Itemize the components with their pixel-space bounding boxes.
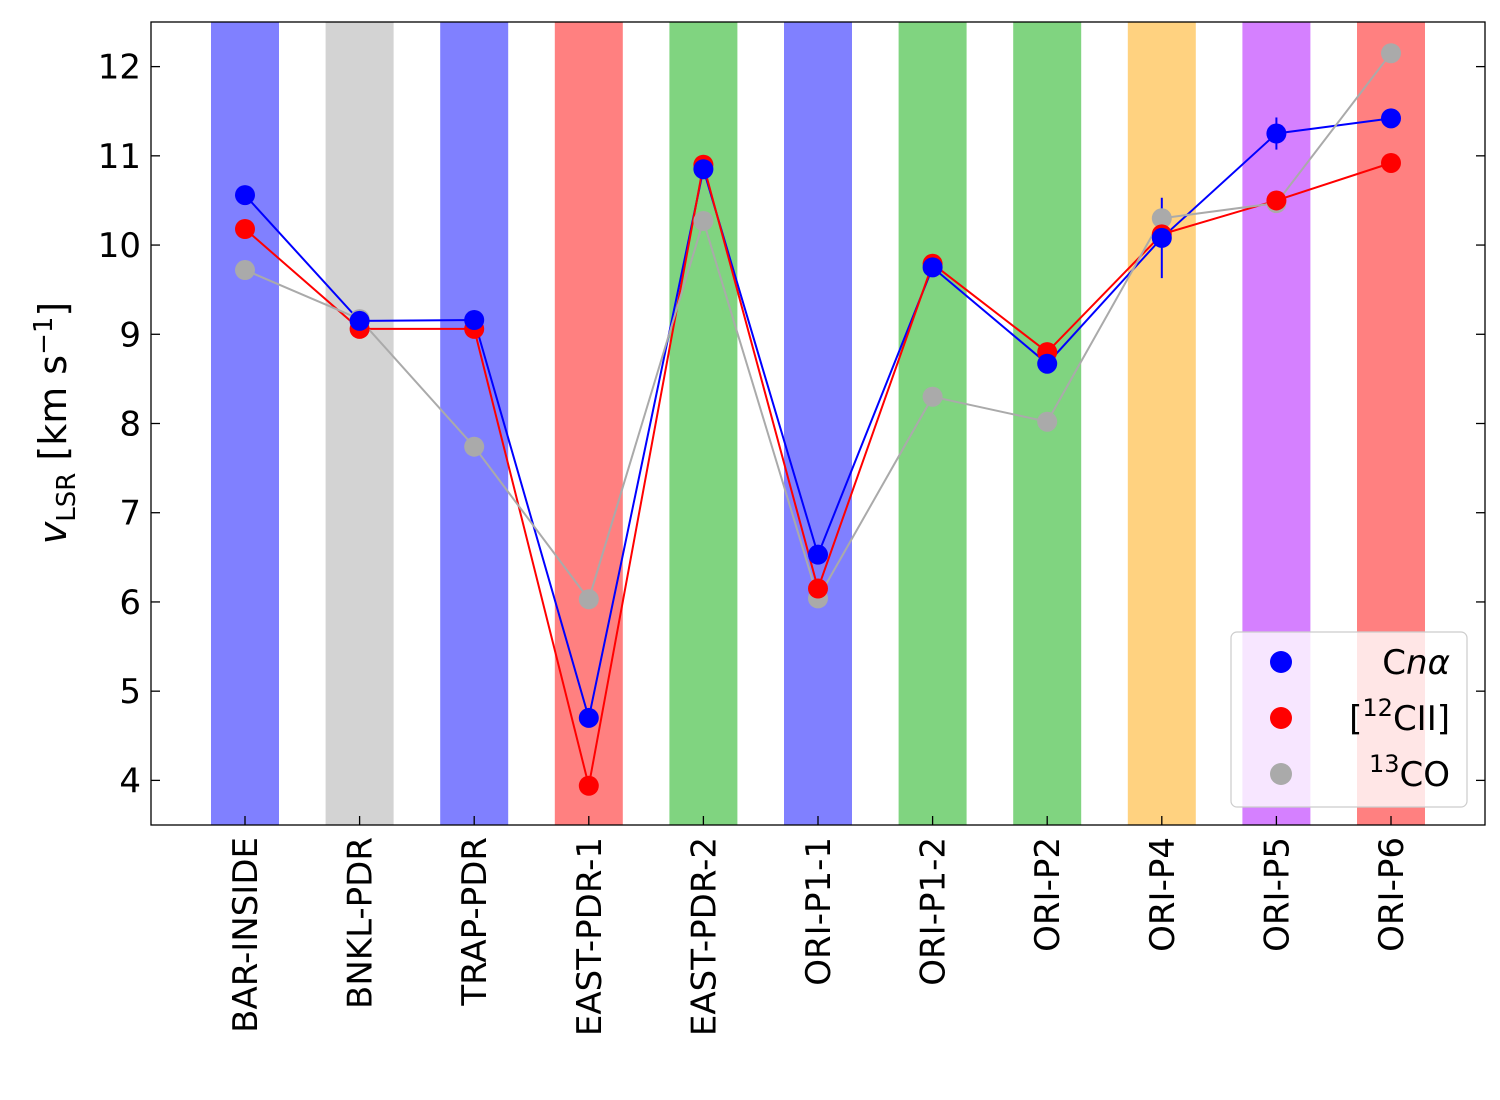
y-tick-label-9: 12	[98, 48, 141, 88]
x-tick-label-10: ORI-P5	[1257, 837, 1297, 952]
y-label-unit-close: ]	[31, 302, 75, 317]
y-label-unit-exp: −1	[29, 317, 59, 355]
band-2	[325, 22, 394, 825]
x-tick-label-7: ORI-P1-2	[914, 837, 954, 986]
legend-label-base: [	[1349, 699, 1362, 739]
legend-box	[1230, 631, 1468, 808]
y-label-unit-open: [km s	[31, 355, 75, 473]
x-tick-label-5: EAST-PDR-2	[684, 837, 724, 1036]
legend-marker-1	[1270, 651, 1292, 673]
legend-label-base: C	[1382, 643, 1406, 683]
series-3-point-9	[1151, 208, 1172, 229]
y-axis-label: vLSR [km s−1]	[29, 302, 82, 545]
series-1-point-2	[349, 310, 370, 331]
series-2-point-6	[808, 578, 828, 599]
series-1-point-11	[1381, 108, 1401, 129]
series-3-point-7	[922, 386, 943, 407]
series-1-point-8	[1037, 353, 1058, 374]
x-tick-label-3: TRAP-PDR	[455, 837, 495, 1007]
y-axis: 4 5 6 7 8 9 10 11 12	[98, 48, 1485, 801]
legend-label-3: 13CO	[1369, 750, 1450, 795]
y-tick-label-7: 10	[98, 226, 141, 266]
x-tick-label-11: ORI-P6	[1372, 837, 1412, 952]
series-2-point-1	[235, 218, 255, 239]
series-3-point-4	[578, 589, 599, 610]
x-tick-label-8: ORI-P2	[1028, 837, 1068, 952]
x-axis: BAR-INSIDE BNKL-PDR TRAP-PDR EAST-PDR-1 EAST…	[226, 816, 1412, 1036]
legend-label-2: [12CII]	[1349, 694, 1450, 739]
series-3-point-8	[1037, 411, 1058, 432]
band-9	[1127, 22, 1196, 825]
series-3-point-1	[235, 260, 255, 281]
series-1-point-1	[235, 185, 255, 206]
y-tick-label-4: 7	[119, 494, 141, 534]
x-tick-label-2: BNKL-PDR	[341, 837, 381, 1009]
series-1-point-6	[808, 544, 828, 565]
legend-label-italic: nα	[1406, 643, 1450, 683]
legend-label-sup: 12	[1362, 694, 1393, 722]
series-1-point-10	[1266, 123, 1287, 144]
band-3	[440, 22, 509, 825]
y-tick-label-3: 6	[119, 583, 141, 623]
legend-marker-2	[1270, 707, 1292, 729]
band-1	[211, 22, 279, 825]
series-layer	[235, 43, 1401, 796]
y-tick-label-5: 8	[119, 405, 141, 445]
legend-label-sup: 13	[1369, 750, 1400, 778]
legend: Cnα [12CII] 13CO	[1230, 631, 1468, 808]
legend-label-1: Cnα	[1382, 643, 1450, 683]
series-2-point-4	[578, 775, 599, 796]
series-1-point-7	[922, 257, 943, 278]
band-4	[554, 22, 623, 825]
band-5	[669, 22, 738, 825]
y-label-main: v	[31, 521, 75, 544]
legend-label-rest: CO	[1399, 755, 1450, 795]
x-tick-label-1: BAR-INSIDE	[226, 837, 266, 1033]
y-tick-label-1: 4	[119, 761, 141, 801]
series-2-point-11	[1381, 152, 1401, 173]
y-label-subscript: LSR	[52, 473, 82, 522]
series-1-point-3	[464, 310, 485, 331]
series-3-point-5	[693, 210, 714, 231]
x-tick-label-6: ORI-P1-1	[799, 837, 839, 986]
series-3-point-11	[1381, 43, 1401, 64]
legend-label-rest: CII]	[1393, 699, 1450, 739]
series-3-point-3	[464, 436, 485, 457]
series-1-point-4	[578, 707, 599, 728]
x-tick-label-4: EAST-PDR-1	[570, 837, 610, 1036]
x-tick-label-9: ORI-P4	[1143, 837, 1183, 952]
y-tick-label-2: 5	[119, 672, 141, 712]
series-1-point-5	[693, 159, 714, 180]
series-2-point-10	[1266, 190, 1287, 211]
band-6	[784, 22, 852, 825]
y-tick-label-6: 9	[119, 315, 141, 355]
y-tick-label-8: 11	[98, 137, 141, 177]
series-1-point-9	[1151, 227, 1172, 248]
band-7	[898, 22, 967, 825]
legend-marker-3	[1270, 763, 1292, 785]
